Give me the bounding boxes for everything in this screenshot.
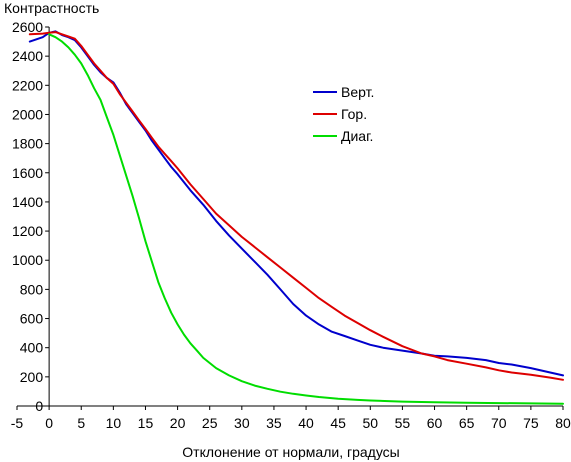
x-tick-label: 60 (427, 415, 443, 431)
y-tick-label: 2600 (12, 19, 43, 35)
x-tick-label: 75 (523, 415, 539, 431)
series-layer (28, 30, 564, 405)
y-tick-label: 600 (20, 311, 44, 327)
series-line-1 (28, 31, 564, 381)
y-axis-title: Контрастность (4, 0, 99, 16)
legend-label: Диаг. (341, 128, 373, 144)
y-tick-label: 1800 (12, 136, 43, 152)
x-tick-label: 15 (138, 415, 154, 431)
y-tick-label: 2000 (12, 106, 43, 122)
x-axis-title: Отклонение от нормали, градусы (182, 444, 399, 460)
y-tick-label: 1400 (12, 194, 43, 210)
y-tick-label: 0 (35, 398, 43, 414)
y-tick-label: 400 (20, 340, 44, 356)
y-tick-label: 2400 (12, 48, 43, 64)
x-tick-label: 5 (77, 415, 85, 431)
x-tick-label: 45 (330, 415, 346, 431)
y-tick-label: 2200 (12, 77, 43, 93)
x-tick-label: 55 (395, 415, 411, 431)
x-tick-label: 30 (234, 415, 250, 431)
x-tick-label: 35 (266, 415, 282, 431)
x-tick-label: 40 (298, 415, 314, 431)
x-tick-label: 0 (45, 415, 53, 431)
x-tick-label: 70 (491, 415, 507, 431)
series-line-0 (28, 30, 564, 377)
y-tick-label: 1000 (12, 252, 43, 268)
y-tick-label: 800 (20, 281, 44, 297)
y-tick-label: 200 (20, 369, 44, 385)
x-tick-label: -5 (11, 415, 24, 431)
y-tick-label: 1200 (12, 223, 43, 239)
legend-label: Верт. (341, 84, 374, 100)
x-tick-label: 65 (459, 415, 475, 431)
x-tick-label: 50 (363, 415, 379, 431)
x-tick-label: 10 (106, 415, 122, 431)
series-line-2 (48, 33, 564, 405)
y-tick-label: 1600 (12, 165, 43, 181)
legend: Верт. Гор. Диаг. (313, 84, 374, 144)
x-tick-label: 25 (202, 415, 218, 431)
legend-label: Гор. (341, 106, 367, 122)
x-tick-label: 20 (170, 415, 186, 431)
axes: -5 0 5 10 15 20 25 30 35 40 45 50 55 60 65 70 75 80020040… (11, 19, 571, 431)
x-tick-label: 80 (555, 415, 571, 431)
